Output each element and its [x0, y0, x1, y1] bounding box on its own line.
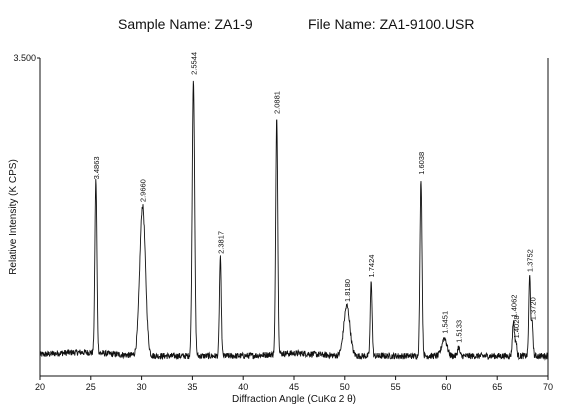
x-tick-label: 70 — [543, 382, 553, 392]
peak-label: 1.4028 — [512, 315, 521, 338]
peak-label: 2.3817 — [216, 231, 225, 254]
sample-name-label: Sample Name: ZA1-9 — [118, 16, 253, 32]
x-tick-labels: 20 25 30 35 40 45 50 55 60 65 70 — [35, 376, 553, 392]
x-tick-label: 60 — [441, 382, 451, 392]
peak-label: 3.4863 — [92, 156, 101, 179]
peak-label: 1.5451 — [440, 311, 449, 334]
peak-label: 1.7424 — [367, 255, 376, 278]
x-tick-label: 45 — [289, 382, 299, 392]
peak-label: 1.8180 — [343, 279, 352, 302]
x-tick-label: 25 — [86, 382, 96, 392]
peak-label: 2.9660 — [139, 179, 148, 202]
peak-label: 1.4062 — [509, 295, 518, 318]
peak-labels: 3.4863 2.9660 2.5544 2.3817 2.0881 1.8180 1.74… — [92, 52, 537, 343]
diffraction-trace — [39, 80, 549, 361]
x-tick-label: 40 — [238, 382, 248, 392]
x-tick-label: 30 — [137, 382, 147, 392]
x-tick-label: 55 — [391, 382, 401, 392]
peak-label: 1.6038 — [417, 152, 426, 175]
peak-label: 1.5133 — [455, 320, 464, 343]
y-axis-title: Relative Intensity (K CPS) — [8, 159, 19, 275]
peak-label: 1.3752 — [526, 249, 535, 272]
peak-label: 2.5544 — [189, 52, 198, 75]
x-tick-label: 20 — [35, 382, 45, 392]
chart-header: Sample Name: ZA1-9 File Name: ZA1-9100.U… — [0, 16, 567, 36]
peak-label: 1.3720 — [528, 297, 537, 320]
y-tick-label: 3.500 — [13, 53, 36, 63]
x-axis-title: Diffraction Angle (CuKα 2 θ) — [232, 394, 356, 405]
diffraction-line — [39, 80, 549, 361]
file-name-label: File Name: ZA1-9100.USR — [308, 16, 475, 32]
x-tick-label: 65 — [492, 382, 502, 392]
x-tick-label: 35 — [187, 382, 197, 392]
peak-label: 2.0881 — [273, 91, 282, 114]
x-tick-label: 50 — [340, 382, 350, 392]
